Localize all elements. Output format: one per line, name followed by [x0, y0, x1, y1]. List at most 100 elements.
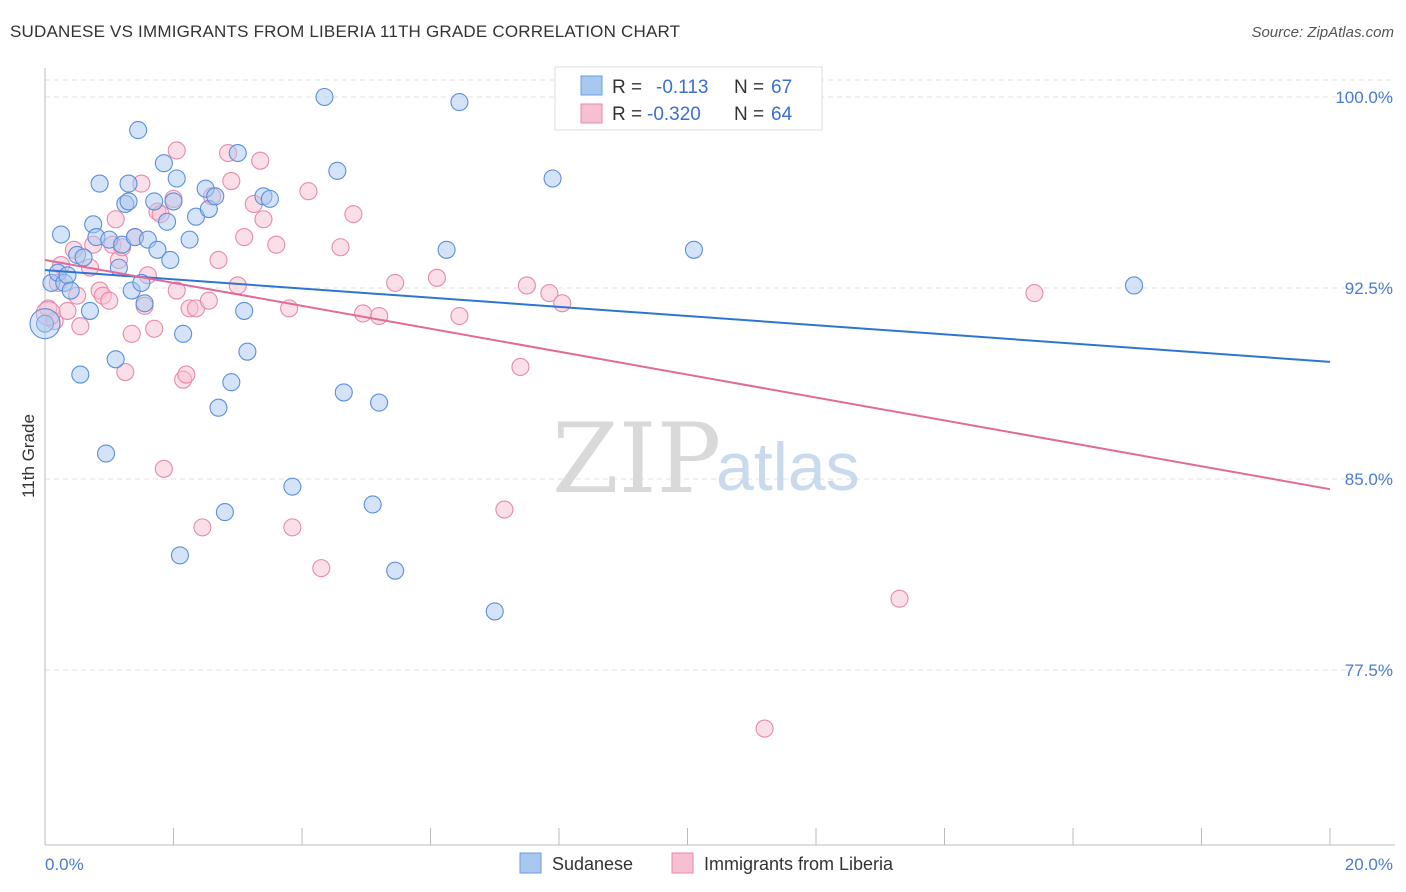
sudanese-point	[238, 342, 257, 361]
x-tick-label-min: 0.0%	[45, 855, 84, 874]
sudanese-point	[222, 373, 241, 392]
sudanese-point	[158, 212, 177, 231]
liberia-point	[386, 273, 405, 292]
watermark: ZIP atlas	[552, 403, 860, 515]
sudanese-point	[52, 225, 71, 244]
series-sudanese	[29, 87, 1144, 621]
sudanese-point	[164, 192, 183, 211]
sudanese-point	[315, 87, 334, 107]
legend-bottom: Sudanese Immigrants from Liberia	[519, 852, 894, 874]
liberia-point	[553, 294, 572, 313]
liberia-point	[1025, 284, 1044, 303]
trend-line-liberia	[44, 259, 1331, 491]
source-label: Source: ZipAtlas.com	[1251, 24, 1394, 41]
legend-n-label-liberia: N =	[734, 104, 764, 125]
y-tick-label-85: 85.0%	[1345, 470, 1393, 489]
sudanese-point	[74, 248, 93, 267]
liberia-point	[517, 276, 536, 295]
gridlines	[45, 79, 1395, 671]
liberia-point	[540, 284, 559, 303]
legend-n-label-sudanese: N =	[734, 77, 764, 98]
legend-r-label-liberia: R =	[612, 104, 642, 125]
sudanese-point	[1124, 276, 1144, 295]
sudanese-point	[206, 187, 225, 206]
liberia-point	[222, 171, 241, 191]
sudanese-point	[167, 169, 186, 188]
legend-swatch-sudanese	[580, 75, 603, 96]
liberia-point	[353, 304, 373, 323]
liberia-point	[100, 291, 119, 310]
watermark-zip: ZIP	[552, 403, 721, 515]
liberia-point	[167, 281, 186, 300]
y-axis-title: 11th Grade	[19, 414, 38, 498]
liberia-point	[427, 268, 446, 287]
liberia-point	[495, 500, 514, 519]
liberia-point	[370, 306, 389, 326]
legend-n-value-sudanese: 67	[771, 77, 792, 98]
legend-bottom-label-liberia: Immigrants from Liberia	[704, 854, 894, 874]
sudanese-point	[370, 393, 389, 412]
sudanese-point	[386, 561, 405, 580]
sudanese-point	[283, 477, 302, 496]
liberia-point	[154, 459, 173, 478]
sudanese-point	[215, 503, 234, 522]
watermark-atlas: atlas	[716, 429, 860, 505]
sudanese-point	[145, 192, 164, 211]
liberia-point	[235, 228, 254, 247]
liberia-point	[122, 324, 141, 343]
legend-bottom-swatch-liberia	[671, 852, 694, 874]
liberia-point	[312, 559, 331, 578]
sudanese-point	[228, 143, 247, 163]
sudanese-point	[363, 495, 382, 514]
liberia-point	[450, 306, 469, 326]
sudanese-point	[35, 314, 55, 333]
y-tick-labels: 77.5% 85.0% 92.5% 100.0%	[1335, 88, 1393, 680]
sudanese-point	[161, 250, 180, 270]
liberia-point	[283, 518, 302, 537]
liberia-point	[145, 319, 164, 338]
sudanese-point	[135, 294, 154, 313]
sudanese-point	[328, 161, 347, 180]
trend-lines	[44, 259, 1331, 491]
sudanese-point	[170, 546, 189, 565]
legend-r-value-sudanese: -0.113	[656, 77, 708, 98]
liberia-point	[511, 357, 530, 376]
legend-r-label-sudanese: R =	[612, 77, 642, 98]
liberia-point	[199, 291, 218, 310]
liberia-point	[755, 719, 774, 738]
liberia-point	[167, 141, 186, 160]
sudanese-point	[543, 169, 562, 188]
legend-r-value-liberia: -0.320	[647, 104, 701, 125]
sudanese-point	[90, 174, 109, 193]
legend-n-value-liberia: 64	[771, 104, 793, 125]
sudanese-point	[148, 240, 167, 259]
liberia-point	[890, 589, 909, 608]
sudanese-point	[174, 324, 193, 343]
sudanese-point	[119, 192, 138, 211]
sudanese-point	[106, 350, 125, 369]
sudanese-point	[260, 189, 279, 208]
y-tick-label-92.5: 92.5%	[1345, 279, 1393, 298]
sudanese-point	[684, 240, 703, 259]
y-tick-label-77.5: 77.5%	[1345, 661, 1393, 680]
sudanese-point	[180, 230, 199, 249]
liberia-point	[331, 238, 350, 257]
liberia-point	[193, 518, 212, 537]
sudanese-point	[334, 383, 353, 402]
liberia-point	[177, 365, 196, 384]
liberia-point	[254, 210, 273, 229]
x-tick-labels: 0.0% 20.0%	[45, 855, 1393, 874]
legend-top: R = -0.113 N = 67 R = -0.320 N = 64	[554, 66, 823, 131]
sudanese-point	[61, 281, 80, 300]
sudanese-point	[129, 121, 148, 140]
sudanese-point	[80, 301, 100, 320]
legend-bottom-swatch-sudanese	[519, 852, 542, 874]
sudanese-point	[485, 602, 504, 621]
legend-swatch-liberia	[580, 103, 603, 124]
liberia-point	[299, 182, 318, 201]
sudanese-point	[437, 240, 456, 259]
sudanese-point	[58, 266, 77, 285]
sudanese-point	[71, 365, 90, 384]
liberia-point	[228, 276, 247, 295]
